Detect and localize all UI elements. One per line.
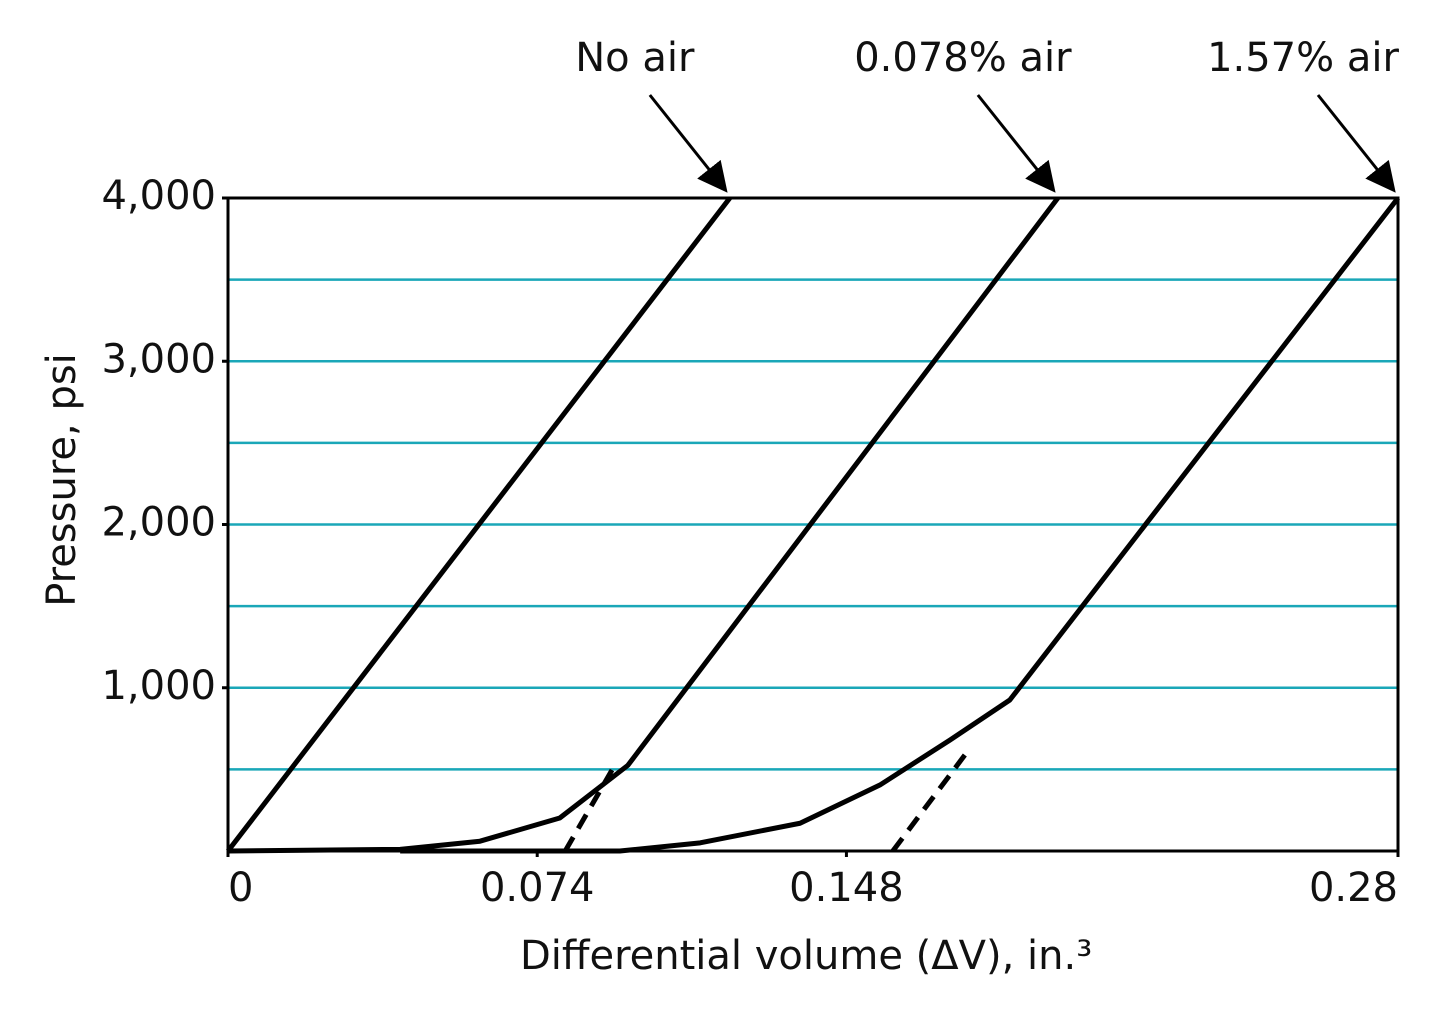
x-tick-label: 0	[228, 865, 253, 911]
series-label: 0.078% air	[854, 35, 1072, 81]
x-tick-label: 0.148	[789, 865, 904, 911]
y-tick-label: 4,000	[101, 173, 216, 219]
series-line	[400, 196, 1400, 854]
y-axis-label: Pressure, psi	[39, 353, 85, 607]
x-tick-label: 0.28	[1309, 865, 1398, 911]
x-axis-label: Differential volume (ΔV), in.³	[520, 933, 1092, 979]
annotation-arrow	[648, 94, 728, 193]
series-label: 1.57% air	[1207, 35, 1399, 81]
y-tick-label: 2,000	[101, 500, 216, 546]
plot-frame	[226, 196, 1400, 853]
series-extension	[890, 746, 973, 853]
annotation-arrow	[976, 94, 1056, 193]
x-tick-label: 0.074	[480, 865, 595, 911]
series-label: No air	[575, 35, 695, 81]
series-line	[227, 196, 1060, 854]
series-line	[226, 196, 732, 853]
y-tick-label: 3,000	[101, 336, 216, 382]
series-extension	[563, 768, 615, 853]
annotation-arrow	[1316, 94, 1396, 193]
y-tick-label: 1,000	[101, 663, 216, 709]
